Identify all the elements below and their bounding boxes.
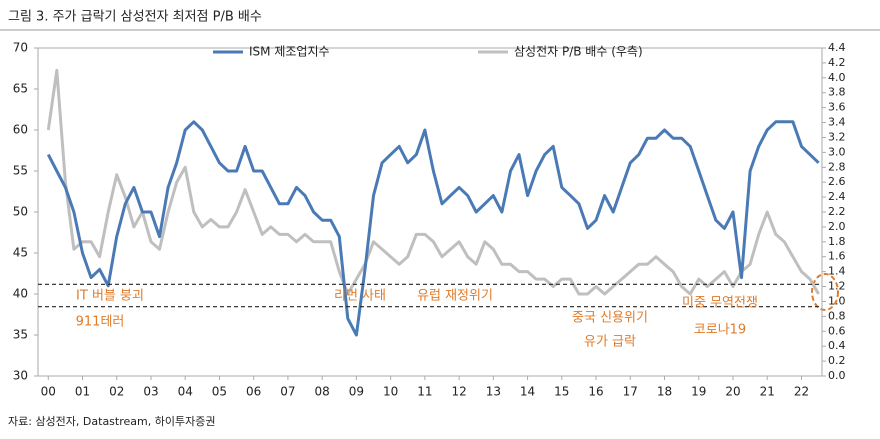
x-tick-label: 09: [349, 385, 364, 399]
annotation: 유럽 재정위기: [417, 289, 493, 304]
y2-tick-label: 2.0: [828, 220, 846, 233]
x-tick-label: 21: [760, 385, 775, 399]
x-tick-label: 14: [520, 385, 535, 399]
x-tick-label: 06: [246, 385, 261, 399]
y2-tick-label: 4.0: [828, 71, 846, 84]
y2-tick-label: 4.4: [828, 41, 846, 54]
x-tick-label: 16: [588, 385, 603, 399]
annotation: 중국 신용위기: [572, 311, 648, 326]
x-tick-label: 15: [554, 385, 569, 399]
y2-tick-label: 3.4: [828, 116, 846, 129]
y2-tick-label: 1.6: [828, 250, 846, 263]
series-line: [46, 68, 820, 296]
y2-tick-label: 3.2: [828, 130, 846, 143]
legend-label: 삼성전자 P/B 배수 (우측): [514, 45, 643, 59]
y2-tick-label: 1.8: [828, 235, 846, 248]
annotation: 코로나19: [694, 323, 746, 338]
y2-tick-label: 2.6: [828, 175, 846, 188]
y2-tick-label: 2.2: [828, 205, 846, 218]
annotation: 911테러: [76, 315, 125, 330]
y2-tick-label: 3.8: [828, 86, 846, 99]
y-tick-label: 45: [13, 246, 28, 260]
x-tick-label: 11: [417, 385, 432, 399]
y-tick-label: 30: [13, 369, 28, 383]
x-tick-label: 13: [486, 385, 501, 399]
annotation: IT 버블 붕괴: [76, 289, 144, 304]
x-tick-label: 22: [794, 385, 809, 399]
x-tick-label: 05: [212, 385, 227, 399]
chart-title: 그림 3. 주가 급락기 삼성전자 최저점 P/B 배수: [8, 10, 262, 25]
x-tick-label: 02: [109, 385, 124, 399]
y2-tick-label: 1.4: [828, 265, 846, 278]
x-tick-label: 03: [143, 385, 158, 399]
x-tick-label: 12: [451, 385, 466, 399]
y2-tick-label: 3.6: [828, 101, 846, 114]
y2-tick-label: 4.2: [828, 56, 846, 69]
x-tick-label: 19: [691, 385, 706, 399]
y2-tick-label: 3.0: [828, 145, 846, 158]
x-tick-label: 08: [315, 385, 330, 399]
x-tick-label: 07: [280, 385, 295, 399]
highlight-circle: [811, 273, 839, 311]
x-tick-label: 04: [178, 385, 193, 399]
annotation: 리먼 사태: [334, 289, 386, 304]
y-tick-label: 40: [13, 287, 28, 301]
y2-tick-label: 0.2: [828, 354, 846, 367]
legend-label: ISM 제조업지수: [249, 45, 330, 59]
x-tick-label: 18: [657, 385, 672, 399]
x-tick-label: 01: [75, 385, 90, 399]
y-tick-label: 55: [13, 164, 28, 178]
annotation: 미중 무역전쟁: [682, 296, 758, 311]
x-tick-label: 00: [41, 385, 56, 399]
y2-tick-label: 0.6: [828, 324, 846, 337]
y-tick-label: 50: [13, 205, 28, 219]
annotation: 유가 급락: [584, 335, 636, 350]
y-tick-label: 60: [13, 123, 28, 137]
y2-tick-label: 2.4: [828, 190, 846, 203]
series-line: [46, 120, 820, 337]
y2-tick-label: 2.8: [828, 160, 846, 173]
x-tick-label: 20: [725, 385, 740, 399]
y-tick-label: 70: [13, 41, 28, 55]
y2-tick-label: 0.0: [828, 369, 846, 382]
y2-tick-label: 0.8: [828, 309, 846, 322]
y2-tick-label: 0.4: [828, 339, 846, 352]
x-tick-label: 17: [623, 385, 638, 399]
y-tick-label: 65: [13, 82, 28, 96]
y-tick-label: 35: [13, 328, 28, 342]
y2-tick-label: 1.2: [828, 280, 846, 293]
x-tick-label: 10: [383, 385, 398, 399]
source: 자료: 삼성전자, Datastream, 하이투자증권: [8, 414, 215, 428]
y2-tick-label: 1.0: [828, 294, 846, 307]
